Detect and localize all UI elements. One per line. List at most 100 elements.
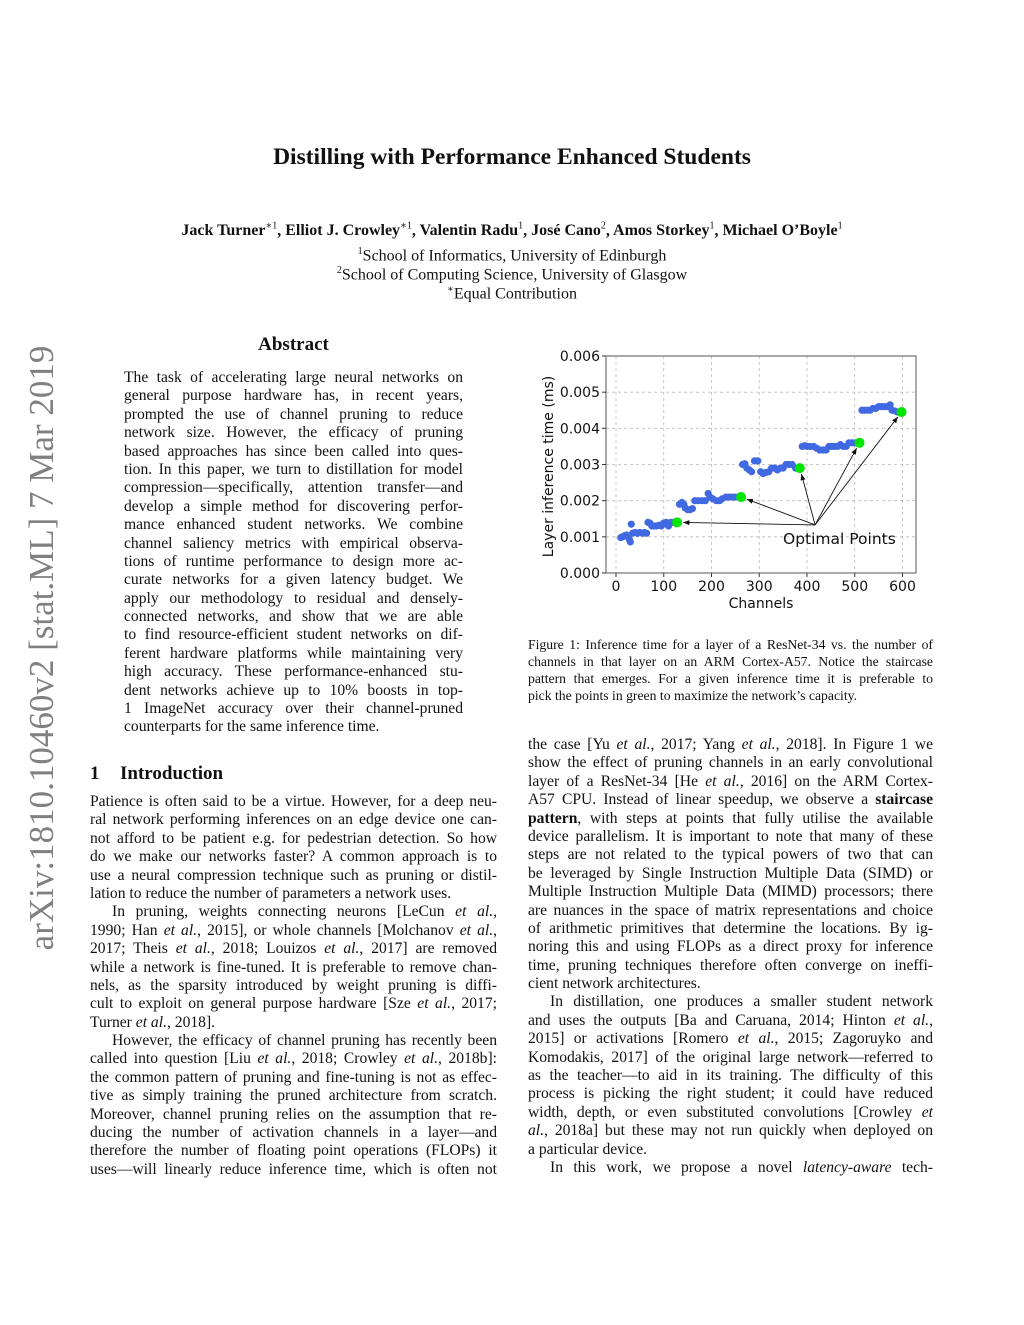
affiliation-text: Equal Contribution (453, 285, 577, 303)
abstract-heading: Abstract (258, 334, 329, 355)
text-line: therefore the number of floating point o… (90, 1142, 497, 1160)
author-name: Elliot J. Crowley (285, 222, 401, 240)
text-line: Moreover, channel pruning relies on the … (90, 1105, 497, 1123)
text-line: In pruning, weights connecting neurons [… (112, 903, 497, 921)
affiliation: 2School of Computing Science, University… (0, 261, 1024, 284)
text-line: width, depth, or even substituted convol… (528, 1103, 933, 1121)
affiliation-mark: 1 (357, 246, 363, 257)
affiliation-mark: 2 (336, 265, 342, 276)
text-line: ferent hardware platforms while maintain… (124, 644, 463, 662)
text-line: prompted the use of channel pruning to r… (124, 405, 463, 423)
measured-point (688, 505, 696, 513)
paper-title: Distilling with Performance Enhanced Stu… (273, 144, 751, 170)
y-tick-label: 0.002 (560, 494, 600, 510)
text-line: counterparts for the same inference time… (124, 718, 380, 736)
text-line: curate networks for a given latency budg… (124, 571, 463, 589)
author-affiliation-mark: ∗1 (400, 221, 412, 232)
author-affiliation-mark: 1 (518, 221, 524, 232)
text-line: 1 ImageNet accuracy over their channel-p… (124, 700, 463, 718)
text-line: noring this and using FLOPs as a direct … (528, 938, 933, 956)
section-number: 1 (90, 763, 100, 784)
annotation-label: Optimal Points (783, 530, 896, 548)
abstract-body: The task of accelerating large neural ne… (124, 369, 463, 737)
text-line: as the teacher—to aid in its training. T… (528, 1067, 933, 1085)
author: Amos Storkey1 (613, 221, 715, 239)
text-line: develop a simple method for discovering … (124, 497, 463, 515)
author-name: Valentin Radu (419, 222, 519, 240)
author: Valentin Radu1 (419, 221, 524, 240)
x-axis-label: Channels (729, 596, 794, 612)
text-line: lation to reduce the number of parameter… (90, 884, 452, 902)
affiliation: 1School of Informatics, University of Ed… (0, 242, 1024, 265)
optimal-point (854, 437, 865, 448)
text-line: tions of runtime performance to design m… (124, 552, 463, 570)
text-line: time, pruning techniques therefore often… (528, 956, 933, 974)
x-tick-label: 500 (841, 579, 868, 595)
arxiv-stamp: arXiv:1810.10460v2 [stat.ML] 7 Mar 2019 (22, 345, 61, 951)
caption-line: pattern that emerges. For a given infere… (528, 671, 933, 686)
text-line: steps are not related to the typical pow… (528, 846, 933, 864)
text-line: network size. However, the efficacy of p… (124, 424, 463, 442)
text-line: a particular device. (528, 1140, 648, 1158)
text-line: dent networks achieve up to 10% boosts i… (124, 681, 463, 699)
text-line: tive as simply training the pruned archi… (90, 1087, 497, 1105)
text-line: are nuances in the space of matrix repre… (528, 901, 933, 919)
author-name: José Cano (531, 222, 601, 240)
y-tick-label: 0.004 (560, 421, 600, 437)
text-line: high accuracy. These performance-enhance… (124, 663, 463, 681)
text-line: device parallelism. It is important to n… (528, 827, 933, 845)
right-column-body: the case [Yu et al., 2017; Yang et al., … (528, 736, 933, 1177)
optimal-point (794, 463, 805, 474)
affiliation-text: School of Informatics, University of Edi… (362, 247, 667, 265)
text-line: cient network architectures. (528, 975, 701, 993)
section-heading-introduction: 1 Introduction (90, 763, 223, 785)
author: Jack Turner∗1 (181, 221, 277, 240)
text-line: process is picking the right student; it… (528, 1085, 933, 1103)
text-line: not afford to be patient e.g. for pedest… (90, 829, 497, 847)
section-title: Introduction (120, 763, 224, 784)
text-line: ducing the number of activation channels… (90, 1124, 497, 1142)
affiliation-text: School of Computing Science, University … (341, 266, 688, 284)
x-tick-label: 400 (794, 579, 821, 595)
caption-line: Figure 1: Inference time for a layer of … (528, 637, 933, 652)
affiliation: ∗Equal Contribution (0, 280, 1024, 303)
text-line: channel saliency metrics with empirical … (124, 534, 463, 552)
annotation-arrow (800, 473, 816, 526)
author: Michael O’Boyle1 (722, 221, 842, 239)
text-line: based approaches has since been called i… (124, 442, 463, 460)
measured-point (627, 520, 635, 528)
annotation-arrow (814, 416, 899, 526)
y-tick-label: 0.001 (560, 530, 600, 546)
optimal-point (736, 492, 747, 503)
author: Elliot J. Crowley∗1 (285, 221, 412, 240)
text-line: 2015] or activations [Romero et al., 201… (528, 1030, 933, 1048)
text-line: connected networks, and show that we are… (124, 608, 463, 626)
measured-point (754, 457, 762, 465)
measured-point (642, 529, 651, 537)
author-affiliation-mark: 1 (709, 221, 715, 232)
text-line: tion. In this paper, we turn to distilla… (124, 460, 463, 478)
text-line: mance enhanced student networks. We comb… (124, 516, 463, 534)
author-name: Jack Turner (181, 222, 266, 240)
plot-frame (605, 355, 917, 574)
author-list: Jack Turner∗1, Elliot J. Crowley∗1, Vale… (181, 221, 843, 240)
figure-1-caption: Figure 1: Inference time for a layer of … (528, 636, 933, 704)
text-line: while a network is fine-tuned. It is pre… (90, 958, 497, 976)
y-axis-label: Layer inference time (ms) (541, 376, 557, 557)
annotation-arrow (683, 520, 816, 526)
measured-point (748, 468, 756, 476)
text-line: 2017; Theis et al., 2018; Louizos et al.… (90, 940, 497, 958)
text-line: pattern, with steps at points that fully… (528, 809, 933, 827)
text-line: The task of accelerating large neural ne… (124, 369, 463, 386)
text-line: In this work, we propose a novel latency… (550, 1158, 933, 1176)
text-line: uses—will linearly reduce inference time… (90, 1160, 497, 1178)
x-tick-label: 200 (698, 579, 725, 595)
author-affiliation-mark: 2 (600, 221, 606, 232)
y-tick-label: 0.000 (560, 566, 600, 582)
text-line: Turner et al., 2018]. (90, 1013, 216, 1031)
caption-line: channels in that layer on an ARM Cortex-… (528, 654, 933, 669)
text-line: use a neural compression technique such … (90, 866, 497, 884)
introduction-body: Patience is often said to be a virtue. H… (90, 793, 497, 1179)
text-line: compression—specifically, attention tran… (124, 479, 463, 497)
text-line: In distillation, one produces a smaller … (550, 993, 933, 1011)
